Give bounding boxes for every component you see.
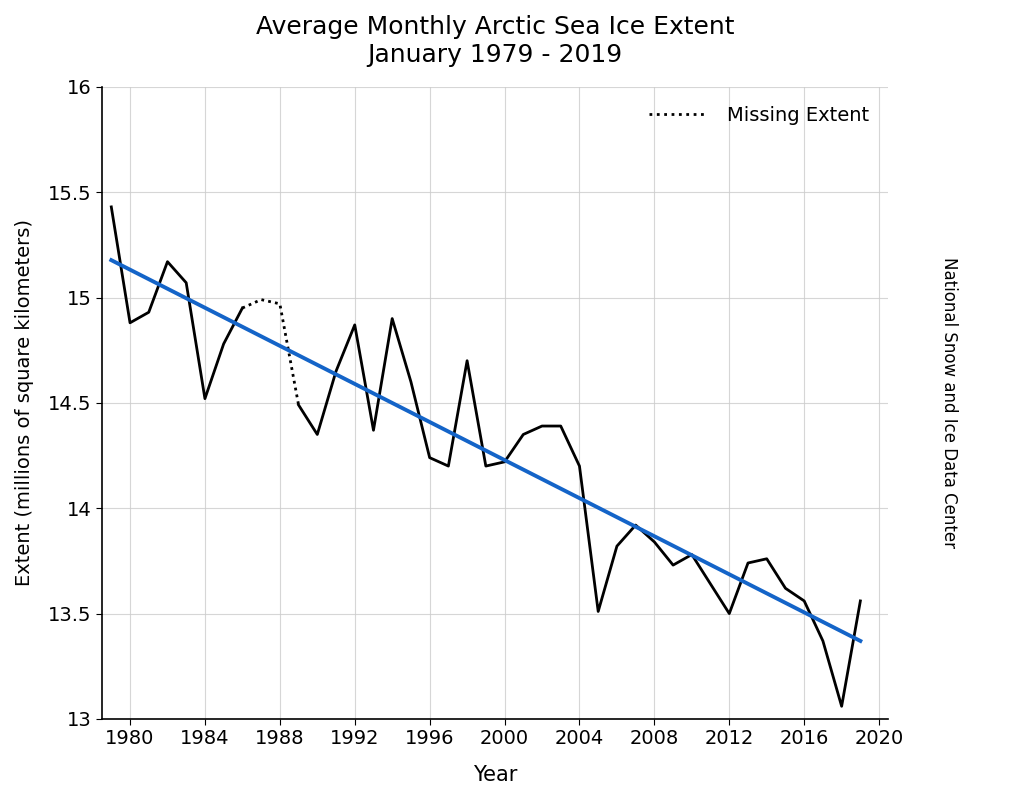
Y-axis label: Extent (millions of square kilometers): Extent (millions of square kilometers) (14, 219, 34, 586)
Text: National Snow and Ice Data Center: National Snow and Ice Data Center (940, 258, 958, 548)
Legend: Missing Extent: Missing Extent (640, 97, 879, 135)
X-axis label: Year: Year (473, 765, 518, 785)
Title: Average Monthly Arctic Sea Ice Extent
January 1979 - 2019: Average Monthly Arctic Sea Ice Extent Ja… (256, 15, 735, 67)
